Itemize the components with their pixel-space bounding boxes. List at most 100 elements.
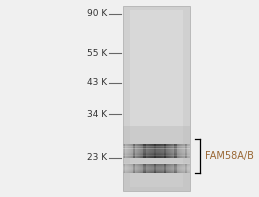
Bar: [131, 144, 132, 158]
Bar: [123, 153, 190, 154]
Bar: [149, 144, 150, 158]
Bar: [150, 164, 151, 173]
Bar: [186, 164, 188, 173]
Bar: [158, 164, 159, 173]
Bar: [189, 164, 190, 173]
Bar: [123, 154, 190, 155]
Bar: [151, 144, 152, 158]
Bar: [142, 144, 143, 158]
Bar: [126, 144, 127, 158]
Bar: [159, 144, 160, 158]
Bar: [161, 164, 162, 173]
Bar: [123, 157, 190, 158]
Bar: [166, 144, 167, 158]
Text: 90 K: 90 K: [87, 9, 107, 18]
Bar: [151, 164, 152, 173]
Bar: [186, 144, 188, 158]
Text: FAM58A/B: FAM58A/B: [205, 151, 254, 161]
Bar: [128, 164, 129, 173]
Bar: [168, 144, 169, 158]
Bar: [144, 144, 146, 158]
Bar: [184, 144, 186, 158]
Bar: [148, 164, 149, 173]
Bar: [155, 164, 157, 173]
Bar: [123, 6, 190, 191]
Bar: [123, 168, 190, 169]
Bar: [135, 144, 137, 158]
Bar: [160, 144, 161, 158]
Bar: [181, 144, 182, 158]
Bar: [179, 164, 180, 173]
Bar: [180, 144, 181, 158]
Bar: [131, 164, 132, 173]
Bar: [133, 164, 135, 173]
Bar: [146, 144, 147, 158]
Bar: [123, 164, 125, 173]
Bar: [167, 144, 168, 158]
Bar: [147, 164, 148, 173]
Bar: [175, 164, 177, 173]
Bar: [123, 156, 190, 157]
Bar: [153, 144, 155, 158]
Bar: [123, 150, 190, 151]
Bar: [176, 144, 178, 158]
Bar: [134, 144, 136, 158]
Bar: [172, 144, 174, 158]
Bar: [139, 144, 140, 158]
Bar: [138, 164, 139, 173]
Bar: [185, 144, 187, 158]
Bar: [170, 164, 171, 173]
Bar: [185, 164, 187, 173]
Bar: [169, 164, 170, 173]
Bar: [179, 144, 180, 158]
Bar: [132, 164, 134, 173]
Bar: [163, 144, 164, 158]
Bar: [154, 164, 156, 173]
Bar: [123, 144, 190, 145]
Bar: [139, 164, 140, 173]
Bar: [123, 148, 190, 149]
Bar: [123, 164, 190, 165]
Bar: [123, 144, 190, 145]
Bar: [128, 144, 129, 158]
Bar: [142, 164, 143, 173]
Bar: [134, 164, 136, 173]
Bar: [141, 164, 142, 173]
Bar: [182, 144, 183, 158]
Bar: [130, 164, 131, 173]
Bar: [171, 164, 172, 173]
Bar: [178, 164, 179, 173]
Bar: [140, 164, 141, 173]
Bar: [161, 144, 162, 158]
Bar: [123, 149, 190, 150]
Bar: [153, 164, 155, 173]
Bar: [148, 144, 149, 158]
Bar: [123, 147, 190, 148]
Bar: [157, 164, 158, 173]
Bar: [133, 144, 135, 158]
Bar: [123, 165, 190, 166]
Bar: [174, 164, 176, 173]
Bar: [173, 164, 175, 173]
Bar: [164, 144, 166, 158]
Bar: [123, 146, 190, 147]
Bar: [123, 126, 190, 191]
Bar: [123, 151, 190, 152]
Bar: [171, 144, 172, 158]
Bar: [125, 144, 126, 158]
Bar: [174, 144, 176, 158]
Bar: [129, 164, 130, 173]
Bar: [160, 164, 161, 173]
Bar: [180, 164, 181, 173]
Bar: [129, 144, 130, 158]
Bar: [183, 144, 184, 158]
Bar: [154, 144, 156, 158]
Bar: [143, 144, 145, 158]
Bar: [172, 164, 174, 173]
Bar: [182, 164, 183, 173]
Bar: [149, 164, 150, 173]
Bar: [162, 144, 163, 158]
Bar: [170, 144, 171, 158]
Bar: [123, 146, 190, 147]
Bar: [123, 163, 190, 164]
